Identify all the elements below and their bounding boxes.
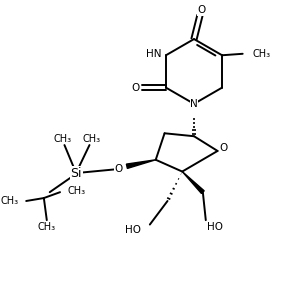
Text: CH₃: CH₃	[68, 186, 85, 196]
Text: CH₃: CH₃	[1, 196, 19, 206]
Text: CH₃: CH₃	[38, 222, 56, 231]
Text: HN: HN	[146, 49, 161, 59]
Text: N: N	[190, 99, 198, 110]
Polygon shape	[182, 172, 204, 194]
Text: HO: HO	[125, 225, 141, 235]
Text: CH₃: CH₃	[252, 49, 270, 59]
Text: O: O	[197, 5, 206, 15]
Text: CH₃: CH₃	[83, 133, 101, 144]
Polygon shape	[126, 160, 156, 168]
Text: Si: Si	[70, 167, 82, 180]
Text: HO: HO	[207, 223, 223, 232]
Text: O: O	[131, 83, 140, 93]
Text: O: O	[115, 164, 123, 174]
Text: CH₃: CH₃	[53, 133, 71, 144]
Text: O: O	[219, 143, 228, 153]
